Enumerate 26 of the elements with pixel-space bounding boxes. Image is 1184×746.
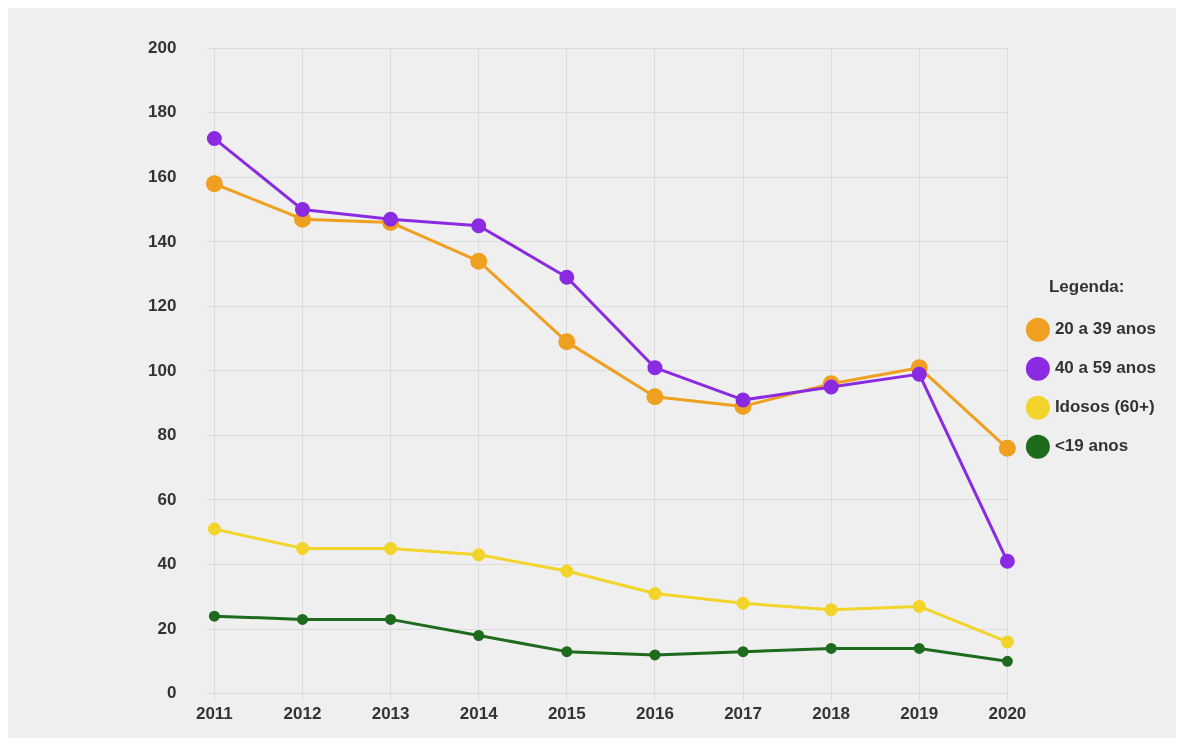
y-tick-label: 180 <box>147 102 177 122</box>
x-tick-label: 2017 <box>724 704 762 724</box>
y-tick-label: 140 <box>147 231 177 251</box>
y-tick-label: 20 <box>157 618 177 638</box>
x-tick-label: 2011 <box>195 704 233 724</box>
x-tick-label: 2012 <box>283 704 322 724</box>
x-tick-label: 2015 <box>547 704 586 724</box>
y-tick-label: 160 <box>147 166 177 186</box>
y-tick-label: 120 <box>147 296 177 316</box>
y-tick-label: 200 <box>147 37 177 57</box>
x-tick-label: 2018 <box>812 704 851 724</box>
x-tick-label: 2020 <box>988 704 1027 724</box>
y-tick-label: 0 <box>166 683 177 703</box>
x-tick-label: 2016 <box>636 704 674 724</box>
x-tick-label: 2014 <box>459 704 499 724</box>
x-tick-label: 2019 <box>900 704 939 724</box>
x-tick-label: 2013 <box>371 704 410 724</box>
legend-label: <19 anos <box>1054 436 1129 456</box>
y-tick-label: 100 <box>147 360 177 380</box>
legend-label: 40 a 59 anos <box>1054 358 1156 378</box>
legend-label: Idosos (60+) <box>1054 397 1155 417</box>
y-tick-label: 40 <box>157 554 177 574</box>
y-tick-label: 60 <box>157 489 177 509</box>
legend-title: Legenda: <box>1048 276 1125 296</box>
legend-label: 20 a 39 anos <box>1054 319 1156 339</box>
y-tick-label: 80 <box>157 425 177 445</box>
